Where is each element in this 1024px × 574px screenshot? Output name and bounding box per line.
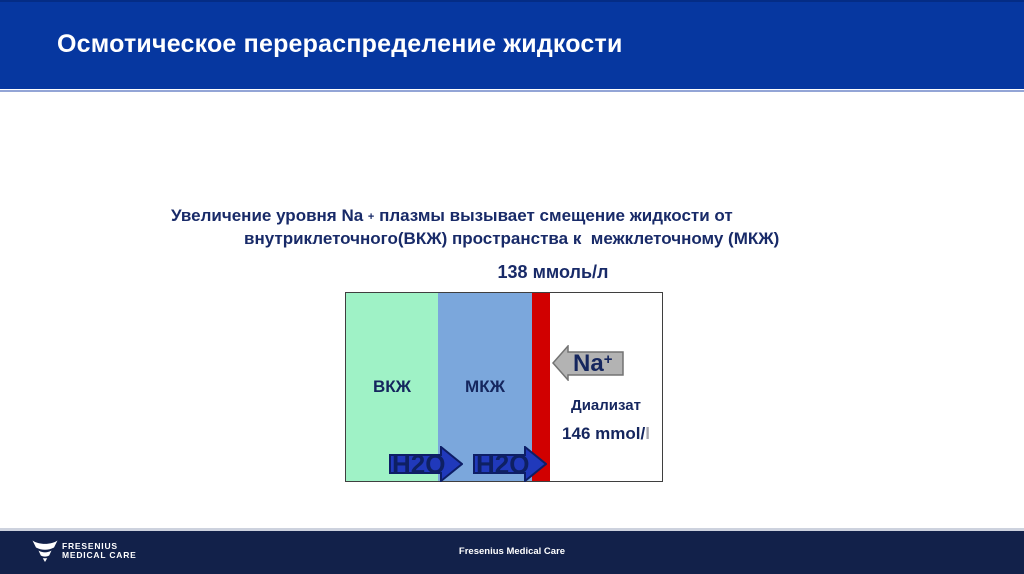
slide-footer: FRESENIUS MEDICAL CARE Fresenius Medical …	[0, 531, 1024, 574]
membrane-stripe	[532, 293, 550, 481]
logo-line-1: FRESENIUS	[62, 541, 118, 551]
fresenius-logo-text: FRESENIUS MEDICAL CARE	[62, 542, 137, 560]
sodium-plus-sign: +	[367, 211, 375, 223]
body-text-line-2: внутриклеточного(ВКЖ) пространства к меж…	[244, 229, 780, 248]
dialysate-value-number: 146 mmol/	[562, 424, 646, 443]
fresenius-logo-icon	[32, 540, 58, 562]
footer-divider	[0, 528, 1024, 531]
h2o-arrow1-label: H2O	[392, 449, 446, 479]
body-text-line-1: Увеличение уровня Na + плазмы вызывает с…	[171, 206, 733, 226]
intracellular-label: ВКЖ	[372, 377, 412, 396]
slide-header	[0, 0, 1024, 89]
footer-center-text: Fresenius Medical Care	[458, 546, 566, 557]
h2o-arrow2-label: H2O	[476, 449, 530, 479]
dialysate-concentration: 146 mmol/l	[550, 424, 662, 444]
plasma-concentration-label: 138 ммоль/л	[497, 262, 609, 282]
dialysate-label: Диализат	[571, 397, 641, 414]
na-arrow-left-icon	[552, 345, 624, 381]
na-text: Na	[573, 350, 604, 377]
interstitial-label: МКЖ	[465, 377, 505, 396]
dialysate-unit-l: l	[645, 424, 650, 443]
h2o-arrow-right-icon-1	[389, 446, 463, 482]
header-divider	[0, 90, 1024, 92]
na-sup-plus: +	[603, 351, 613, 368]
body-line1-post: плазмы вызывает смещение жидкости от	[374, 206, 733, 225]
h2o-arrow-right-icon-2	[473, 446, 547, 482]
fluid-compartments-diagram: ВКЖ МКЖ Диализат 146 mmol/l Na+ H2O H2O	[345, 292, 663, 482]
na-arrow-label: Na+	[573, 352, 612, 376]
logo-line-2: MEDICAL CARE	[62, 550, 137, 560]
interstitial-compartment	[438, 293, 532, 481]
slide-title: Осмотическое перераспределение жидкости	[57, 30, 623, 58]
intracellular-compartment	[346, 293, 438, 481]
body-line1-pre: Увеличение уровня Na	[171, 206, 368, 225]
